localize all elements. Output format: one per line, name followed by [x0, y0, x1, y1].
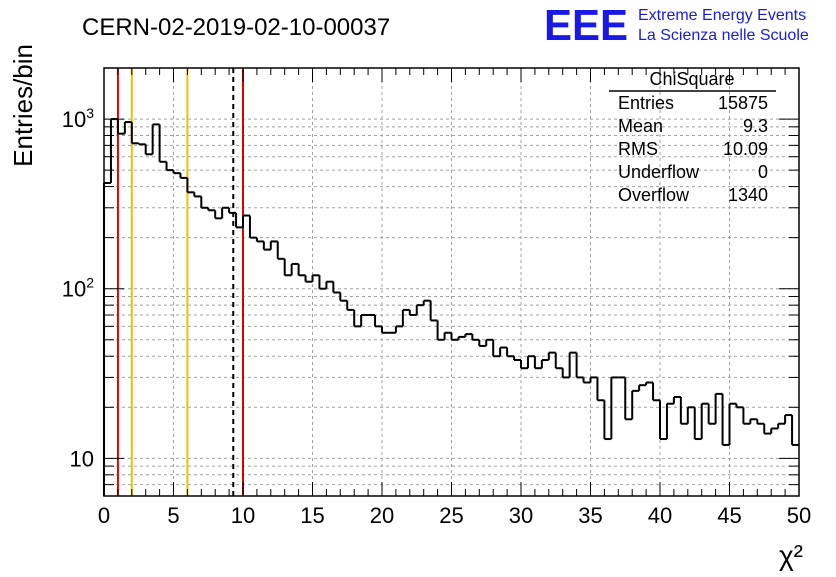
x-tick-label: 5: [167, 503, 179, 528]
y-tick-base: 10: [62, 107, 86, 132]
stats-row-value: 9.3: [743, 116, 768, 136]
stats-title: ChiSquare: [649, 69, 734, 89]
y-tick-label: 102: [62, 275, 94, 302]
x-tick-label: 40: [648, 503, 672, 528]
x-axis-label: χ²: [779, 540, 803, 571]
x-tick-label: 45: [717, 503, 741, 528]
x-tick-label: 10: [231, 503, 255, 528]
stats-row-label: Entries: [618, 93, 674, 113]
y-tick-label: 10: [70, 446, 94, 471]
x-tick-label: 15: [300, 503, 324, 528]
y-tick-exponent: 3: [86, 105, 94, 121]
y-tick-base: 10: [62, 277, 86, 302]
x-tick-label: 0: [98, 503, 110, 528]
x-tick-label: 30: [509, 503, 533, 528]
stats-row-label: Mean: [618, 116, 663, 136]
x-tick-label: 50: [787, 503, 811, 528]
logo-subtitle-line2: La Scienza nelle Scuole: [638, 27, 809, 44]
run-title: CERN-02-2019-02-10-00037: [82, 14, 390, 41]
stats-rows: Entries 15875 Mean 9.3 RMS 10.09 Underflow 0 Ove…: [618, 93, 768, 205]
eee-logo: EEE: [544, 1, 628, 50]
stats-row-label: Underflow: [618, 162, 700, 182]
stats-row-value: 15875: [718, 93, 768, 113]
x-tick-label: 20: [370, 503, 394, 528]
x-tick-label: 25: [439, 503, 463, 528]
stats-row-value: 1340: [728, 185, 768, 205]
y-tick-exponent: 2: [86, 275, 94, 291]
logo-subtitle-line1: Extreme Energy Events: [638, 7, 806, 24]
stats-box: ChiSquare Entries 15875 Mean 9.3 RMS 10.09 Und…: [609, 69, 776, 205]
stats-row-value: 10.09: [723, 139, 768, 159]
stats-row-label: RMS: [618, 139, 658, 159]
stats-row-value: 0: [758, 162, 768, 182]
y-tick-base: 10: [70, 446, 94, 471]
x-tick-label: 35: [578, 503, 602, 528]
y-tick-label: 103: [62, 105, 94, 132]
y-axis-label: Entries/bin: [8, 44, 38, 167]
stats-row-label: Overflow: [618, 185, 690, 205]
